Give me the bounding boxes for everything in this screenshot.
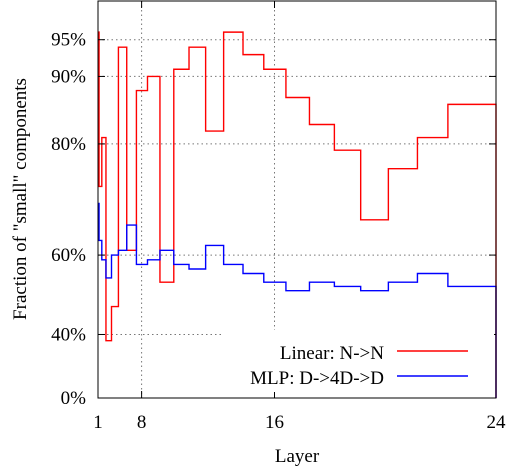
- x-tick-label: 16: [265, 412, 284, 433]
- x-tick-label: 24: [487, 412, 507, 433]
- x-axis-label: Layer: [275, 446, 320, 467]
- series-line-mlp: [98, 202, 497, 398]
- legend-label-mlp: MLP: D->4D->D: [250, 368, 384, 389]
- series-lines: [98, 31, 497, 398]
- legend-box: [222, 330, 494, 392]
- legend: Linear: N->N MLP: D->4D->D: [222, 330, 494, 392]
- y-tick-label: 40%: [51, 324, 86, 345]
- plot-frame: [97, 0, 497, 399]
- y-tick-label: 90%: [51, 66, 86, 87]
- x-tick-label: 8: [137, 412, 147, 433]
- legend-label-linear: Linear: N->N: [280, 343, 384, 364]
- axis-tick-labels: 1 8 16 24 0% 40% 60% 80% 90% 95%: [51, 30, 506, 433]
- y-tick-label: 95%: [51, 30, 86, 51]
- y-tick-label: 0%: [61, 388, 87, 409]
- series-line-linear: [98, 31, 497, 398]
- y-tick-label: 60%: [51, 245, 86, 266]
- y-axis-label: Fraction of "small" components: [10, 78, 31, 320]
- x-tick-label: 1: [93, 412, 103, 433]
- y-tick-label: 80%: [51, 134, 86, 155]
